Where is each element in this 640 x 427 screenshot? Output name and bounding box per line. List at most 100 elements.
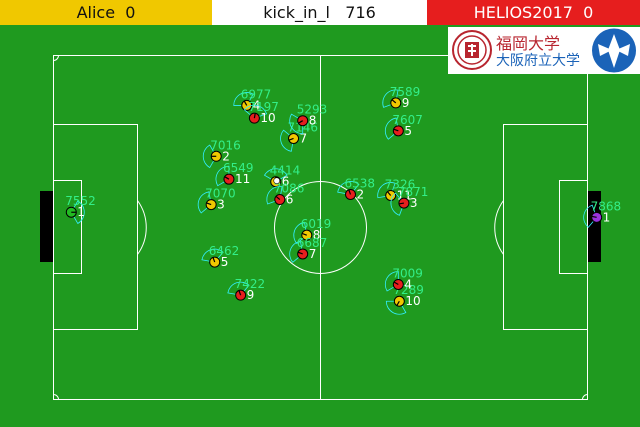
right-team-score: HELIOS2017 0: [427, 0, 640, 25]
left-team-score: Alice 0: [0, 0, 212, 25]
body-direction: [301, 232, 307, 236]
view-cone: [289, 240, 304, 263]
player-stamina: 7422: [235, 277, 266, 291]
player-number: 1: [603, 210, 611, 224]
player-body: [288, 132, 300, 144]
body-direction: [243, 100, 248, 106]
player-stamina: 7871: [398, 185, 429, 199]
body-direction: [275, 195, 281, 200]
player-stamina: 7009: [392, 266, 423, 280]
body-direction: [297, 251, 303, 255]
player-number: 10: [260, 111, 275, 125]
player-number: 1: [77, 205, 85, 219]
view-cone: [233, 92, 254, 106]
player-stamina: 7197: [248, 100, 279, 114]
body-direction: [391, 99, 397, 104]
player-number: 11: [235, 172, 250, 186]
right-team-name: HELIOS2017: [473, 3, 573, 22]
body-direction: [288, 137, 294, 141]
body-direction: [253, 113, 256, 119]
body-direction: [212, 257, 216, 263]
view-cone: [382, 89, 399, 108]
view-cone: [263, 168, 288, 183]
corner-arc-bl: [53, 394, 59, 400]
player-stamina: 6538: [345, 176, 376, 190]
view-cone: [390, 192, 405, 216]
player-number: 7: [309, 247, 317, 261]
player-number: 6: [286, 193, 294, 207]
player-stamina: 7086: [274, 182, 305, 196]
left-team-goals: 0: [125, 3, 136, 22]
play-mode: kick_in_l: [263, 3, 330, 22]
view-cone: [385, 300, 407, 315]
body-direction: [591, 215, 597, 218]
player-stamina: 6549: [223, 161, 254, 175]
view-cone: [197, 191, 212, 214]
corner-arc-br: [582, 394, 588, 400]
right-goal: [588, 191, 601, 262]
view-cone: [377, 182, 396, 199]
body-direction: [393, 281, 399, 285]
player-stamina: 7070: [205, 187, 236, 201]
body-direction: [206, 202, 212, 206]
body-direction: [398, 202, 405, 205]
sponsor-logo: 福岡大学 大阪府立大学: [448, 27, 640, 74]
player-stamina: 7016: [210, 138, 241, 152]
player-number: 2: [222, 149, 230, 163]
logo-text-line1: 福岡大学: [496, 34, 561, 53]
view-cone: [243, 104, 268, 119]
soccer-field[interactable]: 1755227016370704697756462644147714686019…: [0, 25, 640, 427]
player-number: 3: [217, 198, 225, 212]
body-direction: [348, 189, 352, 195]
game-cycle: 716: [345, 3, 376, 22]
right-penalty-arc: [494, 200, 504, 255]
view-cone: [384, 271, 399, 292]
view-cone: [289, 113, 304, 135]
view-cone: [384, 117, 399, 140]
player-number: 4: [404, 277, 412, 291]
player-stamina: 7868: [591, 199, 622, 213]
ball[interactable]: [273, 177, 281, 185]
wing-logo-icon: [592, 28, 636, 73]
player-stamina: 7607: [392, 113, 423, 127]
corner-arc-tl: [53, 55, 59, 61]
player-number: 2: [357, 187, 365, 201]
player-number: 9: [402, 96, 410, 110]
player-number: 8: [309, 114, 317, 128]
player-stamina: 6019: [301, 217, 332, 231]
player-number: 9: [247, 288, 255, 302]
player-stamina: 5293: [297, 103, 328, 117]
view-cone: [337, 181, 360, 195]
view-cone: [266, 186, 283, 205]
body-direction: [387, 191, 392, 196]
body-direction: [396, 300, 400, 306]
left-goal-area: [53, 180, 82, 274]
view-cone: [227, 281, 250, 296]
player-number: 7: [300, 131, 308, 145]
view-cone: [70, 200, 85, 225]
player-number: 5: [404, 124, 412, 138]
player-stamina: 4414: [270, 164, 301, 178]
player-number: 5: [221, 255, 229, 269]
left-penalty-arc: [137, 200, 147, 255]
body-direction: [238, 290, 242, 296]
left-goal: [40, 191, 53, 262]
